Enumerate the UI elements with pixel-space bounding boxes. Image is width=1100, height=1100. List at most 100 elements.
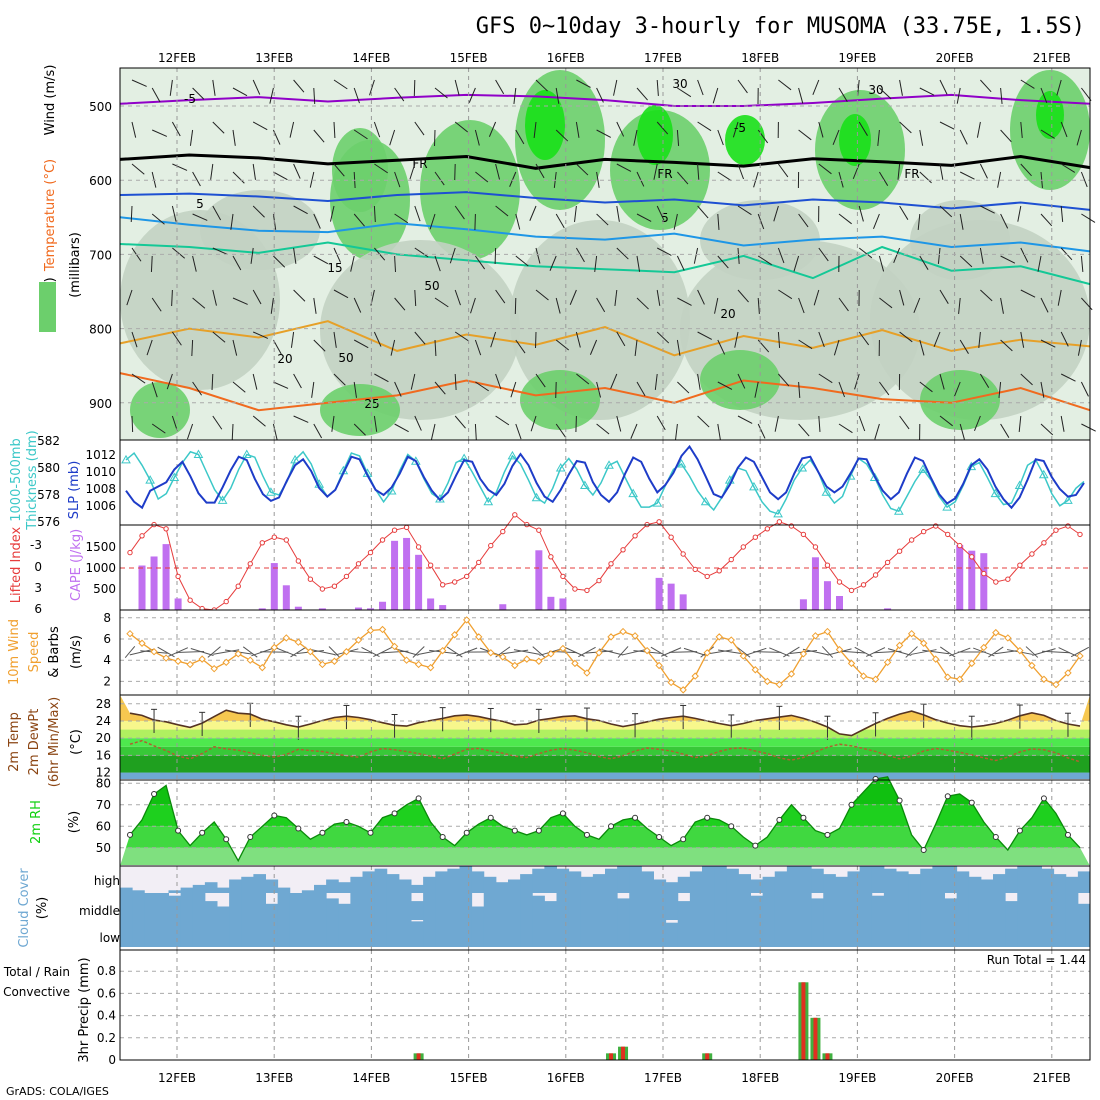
cloud-bar	[702, 893, 715, 920]
cloud-bar	[301, 893, 315, 920]
cloud-bar	[350, 920, 363, 947]
rh-point	[271, 812, 278, 819]
contour-label: FR	[657, 167, 672, 181]
cloud-bar	[823, 920, 836, 947]
cloud-bar	[423, 876, 436, 893]
wind-barb	[1037, 255, 1042, 272]
wind-barb	[1032, 648, 1056, 656]
cloud-bar	[204, 901, 218, 920]
cloud-bar	[556, 868, 570, 893]
wind-speed-point	[823, 627, 832, 636]
rh-point	[992, 834, 999, 841]
wind-speed-point	[390, 642, 399, 651]
thickness-marker	[797, 462, 808, 472]
wind-barb	[656, 415, 666, 431]
wind-barb	[333, 163, 345, 177]
wind-barb	[151, 129, 168, 137]
lifted-index-tick: 3	[34, 581, 42, 595]
wind-barb	[737, 373, 746, 389]
cloud-bar	[362, 893, 376, 920]
cloud-bar	[823, 874, 836, 893]
wind-barb	[232, 255, 242, 271]
wind-barb	[879, 87, 892, 100]
cloud-bar	[168, 920, 182, 947]
rh-shading	[520, 370, 600, 430]
cloud-bar	[471, 920, 485, 947]
lifted-index-point	[764, 526, 771, 532]
wind-barb	[192, 213, 208, 221]
lifted-index-point	[175, 573, 181, 580]
wind-barb	[270, 297, 274, 314]
wind-barb	[910, 649, 937, 655]
lifted-index-point	[957, 542, 963, 549]
wind-barb	[273, 381, 289, 389]
rh-point	[896, 797, 903, 804]
lifted-index-point	[1053, 527, 1059, 533]
lifted-index-point	[548, 554, 554, 560]
cloud-bar	[447, 920, 460, 947]
wind-barb	[231, 423, 234, 441]
cloud-bar	[1077, 871, 1091, 893]
wind-barb	[333, 121, 336, 139]
lifted-index-point	[512, 512, 518, 518]
cloud-bar	[847, 893, 861, 920]
thickness-marker	[676, 458, 687, 468]
wind-barb	[394, 381, 402, 397]
wind-barb	[798, 297, 805, 314]
cloud-bar	[1041, 920, 1055, 947]
wind-barb	[956, 87, 961, 104]
rh-shading	[525, 90, 565, 160]
contour-label: FR	[412, 157, 427, 171]
lifted-index-point	[295, 558, 302, 564]
wind-barb	[1060, 121, 1068, 138]
cloud-bar	[362, 920, 376, 947]
lifted-index-point	[824, 562, 831, 568]
cloud-bar	[689, 920, 703, 947]
cloud-bar	[993, 893, 1006, 920]
rh-point	[295, 825, 302, 832]
cape-bar	[499, 604, 507, 610]
wind-barb	[474, 423, 477, 441]
wind-barb	[189, 129, 194, 146]
rh-point	[968, 799, 975, 806]
wind-tick: 2	[103, 674, 111, 688]
cloud-bar	[435, 893, 448, 920]
cloud-bar	[544, 901, 557, 920]
wind-barb	[1076, 129, 1082, 146]
date-label-top: 15FEB	[450, 51, 488, 65]
wind-barb	[533, 121, 537, 138]
rh-shading	[1036, 91, 1064, 139]
wind-barb	[290, 646, 307, 658]
wind-barb	[777, 247, 785, 264]
cloud-bar	[1017, 920, 1030, 947]
wind-barb	[676, 255, 685, 271]
wind-barb	[272, 339, 282, 355]
wind-barb	[252, 79, 261, 95]
wind-barb	[1080, 381, 1089, 397]
wind-barb	[192, 381, 203, 396]
wind-barb	[656, 205, 665, 221]
wind-barb	[172, 247, 186, 259]
precip-tick: 0.4	[97, 1009, 116, 1023]
lifted-index-point	[704, 573, 710, 580]
cloud-bar	[350, 893, 363, 920]
wind-barb	[232, 381, 246, 393]
cape-bar	[559, 598, 567, 610]
lifted-index-point	[1005, 576, 1011, 582]
wind-barb	[818, 247, 829, 262]
contour-label: 5	[661, 211, 669, 225]
thickness-marker	[290, 454, 300, 464]
wind-barb	[569, 289, 577, 305]
cloud-bar	[786, 893, 800, 920]
cloud-bar	[459, 920, 473, 947]
cloud-bar	[920, 868, 933, 893]
wind-barb	[677, 171, 689, 185]
date-label-bottom: 13FEB	[255, 1071, 293, 1085]
cloud-bar	[799, 893, 812, 920]
cape-bar	[655, 577, 663, 610]
wind-barb	[126, 289, 133, 306]
contour-label: 20	[720, 307, 735, 321]
wind-barb	[409, 163, 416, 180]
wind-barb	[616, 247, 629, 260]
